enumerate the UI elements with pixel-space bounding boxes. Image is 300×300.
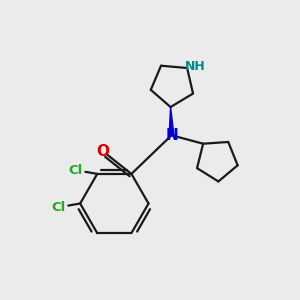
Text: Cl: Cl: [52, 201, 66, 214]
Text: N: N: [165, 128, 178, 143]
Text: O: O: [97, 144, 110, 159]
Text: Cl: Cl: [69, 164, 83, 177]
Polygon shape: [169, 107, 174, 135]
Text: NH: NH: [185, 60, 206, 73]
